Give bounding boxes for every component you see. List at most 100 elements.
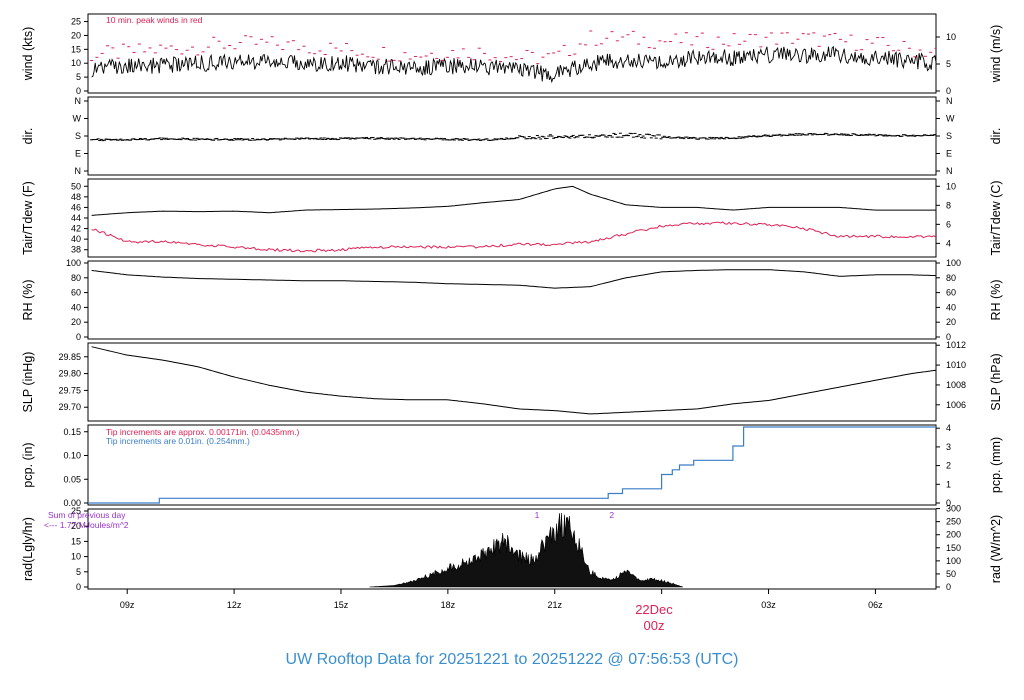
tick-label-right: N	[946, 166, 953, 176]
tick-label-left: 5	[76, 72, 81, 82]
tick-label-right: 200	[946, 530, 961, 540]
radiation-area	[369, 512, 684, 588]
tick-label-right: 1010	[946, 360, 966, 370]
panel-wind: wind (kts) wind (m/s) 0 5 10 15 20 25 0 5 10 10 min…	[21, 13, 1003, 96]
tick-label-left: W	[73, 114, 82, 124]
date-label: 22Dec	[635, 602, 673, 617]
tick-label-left: 29.70	[58, 402, 81, 412]
x-tick-label: 21z	[547, 600, 562, 610]
time-axis: 09z 12z 15z 18z 21z 03z 06z	[120, 589, 883, 610]
tick-label-right: N	[946, 96, 953, 106]
panel-frame-wind	[87, 13, 937, 94]
ylabel-left-temp: Tair/Tdew (F)	[21, 181, 35, 255]
panel-temp: Tair/Tdew (F) Tair/Tdew (C)38404244464850…	[21, 178, 1003, 258]
panel-frame-slp	[87, 342, 937, 422]
ylabel-left-slp: SLP (inHg)	[21, 352, 35, 413]
ylabel-left-rad: rad(Lgly/hr)	[21, 517, 35, 581]
tick-label-right: W	[946, 114, 955, 124]
plot-area-wind	[90, 30, 936, 84]
tick-label-left: 60	[71, 288, 81, 298]
radiation-sum-note: Sum of previous day	[48, 510, 126, 520]
precip-line	[88, 426, 936, 504]
tick-label-right: 100	[946, 556, 961, 566]
tick-label-left: 40	[71, 302, 81, 312]
tick-label-left: 80	[71, 273, 81, 283]
ylabel-right-dir: dir.	[989, 128, 1003, 145]
tick-label-right: 40	[946, 302, 956, 312]
tick-label-left: 0.10	[63, 451, 81, 461]
panel-frame-pcp	[87, 424, 937, 506]
slp-series-0	[91, 346, 936, 415]
tick-label-left: 0	[76, 582, 81, 592]
radiation-sum-value: <--- 1.77 MJoules/m^2	[44, 520, 129, 530]
tick-label-right: 0	[946, 498, 951, 508]
x-tick-label: 03z	[761, 600, 776, 610]
tick-label-left: 15	[71, 536, 81, 546]
tick-label-left: 50	[71, 181, 81, 191]
ylabel-right-rh: RH (%)	[989, 280, 1003, 321]
tick-label-left: 42	[71, 224, 81, 234]
tick-label-left: 29.85	[58, 352, 81, 362]
ylabel-right-temp: Tair/Tdew (C)	[989, 180, 1003, 255]
tick-label-right: 1	[946, 479, 951, 489]
radiation-marker: 1	[535, 510, 540, 520]
panel-slp: SLP (inHg) SLP (hPa) 29.70 29.75 29.80 29.85 1…	[21, 340, 1003, 422]
panel-frame-rad	[87, 508, 937, 590]
tick-label-left: 44	[71, 213, 81, 223]
tick-label-right: 0	[946, 86, 951, 96]
x-tick-label: 12z	[227, 600, 242, 610]
plot-area-temp	[91, 185, 936, 253]
tick-label-right: 4	[946, 238, 951, 248]
tick-label-left: 46	[71, 202, 81, 212]
ylabel-right-wind: wind (m/s)	[989, 25, 1003, 84]
tick-label-right: 1008	[946, 380, 966, 390]
plot-area-dir	[90, 132, 936, 142]
tick-label-left: E	[75, 149, 81, 159]
ylabel-right-slp: SLP (hPa)	[989, 353, 1003, 410]
ylabel-right-rad: rad (W/m^2)	[989, 515, 1003, 583]
tick-label-right: 2	[946, 461, 951, 471]
ylabel-left-dir: dir.	[21, 128, 35, 145]
tick-label-left: N	[75, 166, 82, 176]
tick-label-right: 3	[946, 442, 951, 452]
tick-label-right: 0	[946, 332, 951, 342]
tick-label-right: 6	[946, 219, 951, 229]
date-hour-label: 00z	[644, 618, 665, 633]
tick-label-left: 29.80	[58, 369, 81, 379]
ylabel-left-pcp: pcp. (in)	[21, 442, 35, 487]
plot-area-rh	[91, 269, 936, 289]
x-tick-label: 15z	[334, 600, 349, 610]
tick-label-right: 250	[946, 517, 961, 527]
tick-label-right: 0	[946, 582, 951, 592]
tick-label-right: 100	[946, 258, 961, 268]
x-tick-label: 06z	[868, 600, 883, 610]
panel-pcp: pcp. (in) pcp. (mm) 0.00 0.05 0.10 0.15 0 1 2 3 4 T…	[21, 423, 1003, 508]
tick-label-left: 25	[71, 17, 81, 27]
wind-speed-line	[91, 45, 936, 84]
tick-label-right: 300	[946, 504, 961, 514]
panel-rh: RH (%) RH (%) 0 20 40 60 80 100 0 20 40 60 80 100	[21, 258, 1003, 342]
tick-label-right: S	[946, 131, 952, 141]
tick-label-right: 20	[946, 317, 956, 327]
tick-label-right: 4	[946, 423, 951, 433]
tick-label-right: 1012	[946, 340, 966, 350]
tick-label-right: 10	[946, 181, 956, 191]
panel-rad: rad(Lgly/hr) rad (W/m^2)05101520250501001…	[21, 504, 1003, 592]
x-tick-label: 09z	[120, 600, 135, 610]
plot-area-slp	[91, 346, 936, 415]
tick-label-left: 0.05	[63, 474, 81, 484]
tick-label-left: 25	[71, 506, 81, 516]
tick-label-right: 1006	[946, 400, 966, 410]
tick-label-left: 100	[66, 258, 81, 268]
tick-label-left: 15	[71, 44, 81, 54]
tick-label-right: E	[946, 149, 952, 159]
tick-label-left: 10	[71, 58, 81, 68]
tip-increment-note: Tip increments are approx. 0.00171in. (0…	[106, 427, 300, 437]
tick-label-left: S	[75, 131, 81, 141]
tick-label-right: 10	[946, 32, 956, 42]
tick-label-left: N	[75, 96, 82, 106]
tick-label-right: 8	[946, 200, 951, 210]
tick-label-left: 20	[71, 30, 81, 40]
ylabel-left-wind: wind (kts)	[21, 27, 35, 81]
